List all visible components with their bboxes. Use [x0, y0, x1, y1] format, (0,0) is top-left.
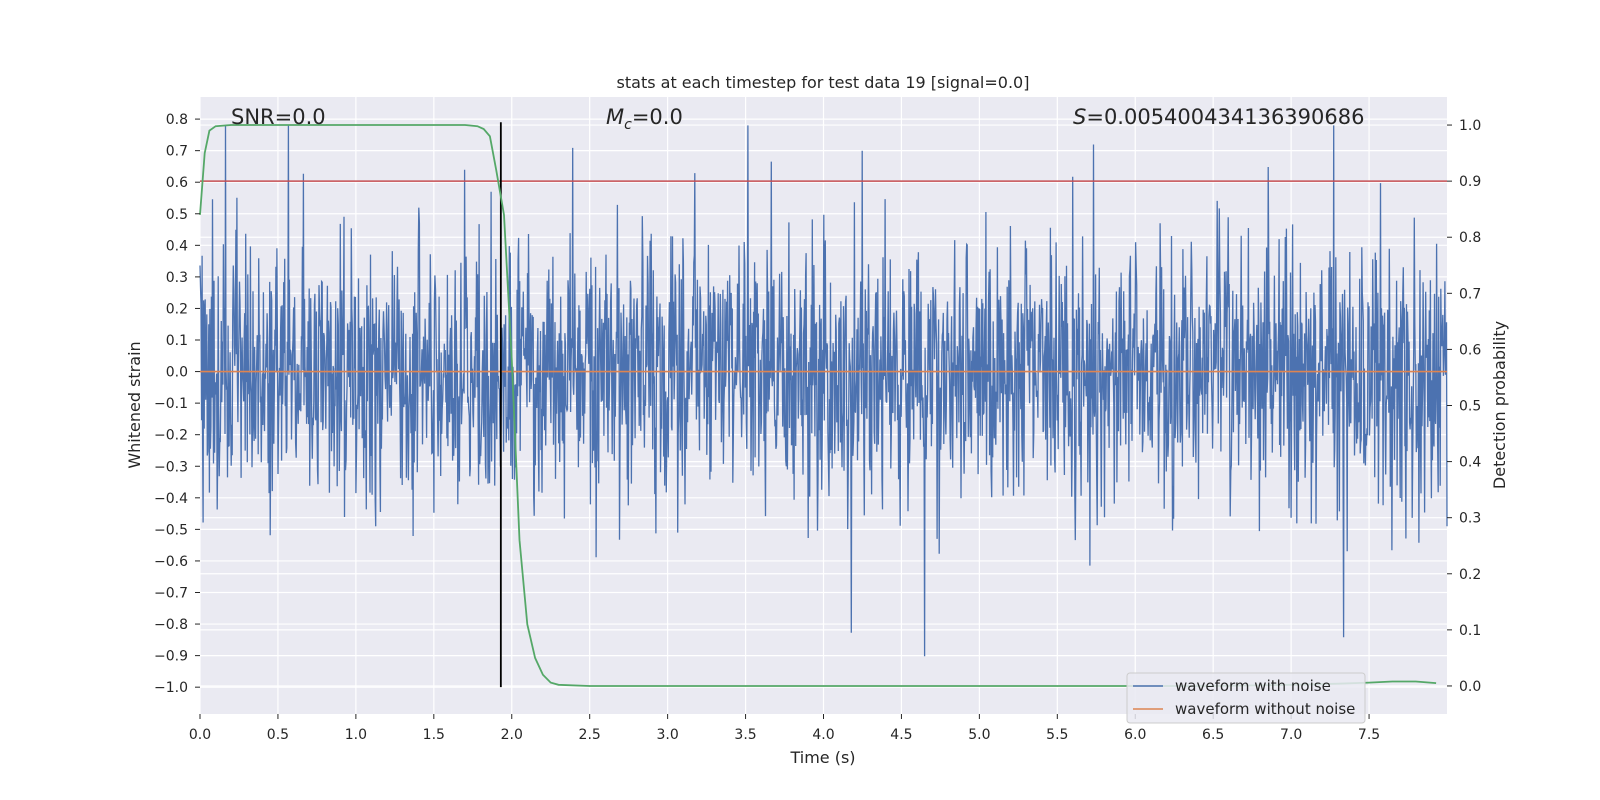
- y-tick-label-right: 0.7: [1459, 286, 1481, 302]
- x-tick-label: 7.0: [1280, 727, 1302, 743]
- y-tick-label-left: −0.1: [154, 396, 188, 412]
- y-tick-label-right: 0.8: [1459, 230, 1481, 246]
- y-tick-label-right: 0.3: [1459, 511, 1481, 527]
- x-tick-label: 6.5: [1202, 727, 1224, 743]
- y-tick-label-right: 0.2: [1459, 567, 1481, 583]
- x-tick-label: 4.5: [890, 727, 912, 743]
- x-tick-label: 3.0: [656, 727, 678, 743]
- y-tick-label-right: 0.0: [1459, 679, 1481, 695]
- y-tick-label-left: 0.0: [166, 365, 188, 381]
- y-tick-label-left: 0.6: [166, 175, 188, 191]
- x-tick-label: 1.0: [345, 727, 367, 743]
- chirp-mass-annotation: Mc=0.0: [606, 105, 683, 133]
- y-tick-label-left: 0.2: [166, 301, 188, 317]
- y-tick-label-left: −0.5: [154, 522, 188, 538]
- x-tick-label: 0.0: [189, 727, 211, 743]
- x-tick-label: 1.5: [423, 727, 445, 743]
- x-axis-label: Time (s): [789, 748, 855, 767]
- legend: waveform with noise waveform without noi…: [1126, 672, 1366, 724]
- y-tick-label-right: 1.0: [1459, 118, 1481, 134]
- y-tick-label-left: −0.6: [154, 554, 188, 570]
- chart-title: stats at each timestep for test data 19 …: [617, 73, 1030, 92]
- x-tick-label: 7.5: [1358, 727, 1380, 743]
- y-tick-label-right: 0.1: [1459, 623, 1481, 639]
- y-tick-label-left: 0.8: [166, 112, 188, 128]
- y-tick-label-left: −1.0: [154, 680, 188, 696]
- legend-label-noisy: waveform with noise: [1175, 677, 1331, 695]
- x-tick-label: 2.5: [579, 727, 601, 743]
- axes: 0.0 0.5 1.0 1.5 2.0 2.5 3.0 3.5 4.0 4.5 5.0 5.5 6.0 6…: [154, 112, 1481, 743]
- y-axis-label-left: Whitened strain: [125, 341, 144, 468]
- y-tick-label-left: 0.4: [166, 238, 188, 254]
- y-tick-label-right: 0.4: [1459, 455, 1481, 471]
- y-tick-label-left: −0.3: [154, 459, 188, 475]
- y-tick-label-left: 0.1: [166, 333, 188, 349]
- score-annotation: S=0.005400434136390686: [1073, 105, 1364, 129]
- snr-annotation: SNR=0.0: [231, 105, 326, 129]
- x-tick-label: 0.5: [267, 727, 289, 743]
- x-tick-label: 4.0: [812, 727, 834, 743]
- y-tick-label-left: −0.9: [154, 649, 188, 665]
- y-tick-label-left: −0.8: [154, 617, 188, 633]
- y-tick-label-left: −0.2: [154, 428, 188, 444]
- y-tick-label-right: 0.6: [1459, 342, 1481, 358]
- noisy-waveform-line: [199, 125, 1448, 657]
- y-tick-label-left: 0.5: [166, 207, 188, 223]
- x-tick-label: 3.5: [734, 727, 756, 743]
- y-tick-label-left: 0.7: [166, 144, 188, 160]
- y-tick-label-left: −0.4: [154, 491, 188, 507]
- x-tick-label: 5.5: [1046, 727, 1068, 743]
- y-axis-label-right: Detection probability: [1490, 321, 1509, 489]
- y-tick-label-right: 0.9: [1459, 174, 1481, 190]
- x-tick-label: 2.0: [501, 727, 523, 743]
- x-tick-label: 6.0: [1124, 727, 1146, 743]
- x-tick-label: 5.0: [968, 727, 990, 743]
- y-tick-label-right: 0.5: [1459, 399, 1481, 415]
- y-tick-label-left: −0.7: [154, 585, 188, 601]
- legend-box: [1126, 672, 1366, 724]
- y-tick-label-left: 0.3: [166, 270, 188, 286]
- legend-label-clean: waveform without noise: [1175, 700, 1355, 718]
